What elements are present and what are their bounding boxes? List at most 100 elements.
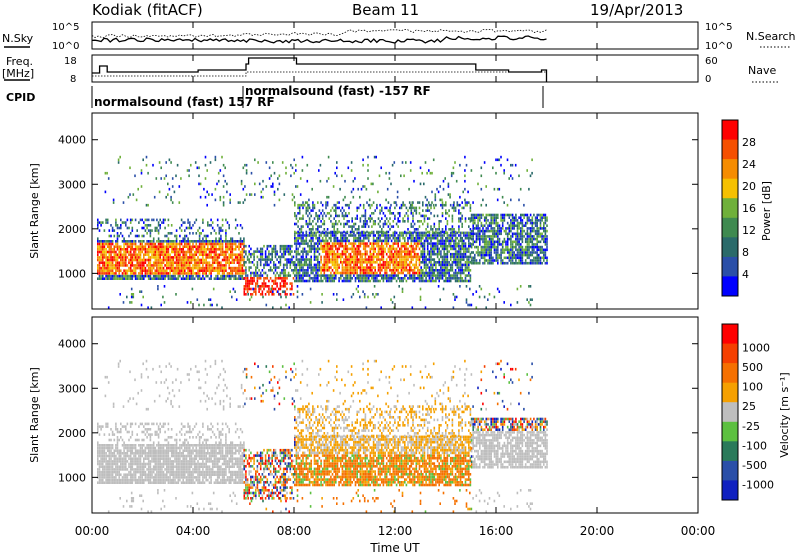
power-cell: [264, 285, 267, 288]
power-cell: [477, 224, 479, 227]
power-cell: [510, 248, 512, 252]
power-cell: [197, 229, 199, 232]
power-cell: [533, 243, 535, 246]
power-cell: [480, 166, 483, 170]
power-cell: [407, 209, 409, 212]
power-cell: [384, 231, 386, 235]
power-cell: [405, 255, 408, 259]
colorbar-tick-label: 16: [742, 202, 756, 215]
power-cell: [125, 258, 127, 262]
power-cell: [108, 229, 111, 232]
power-cell: [529, 261, 532, 265]
power-cell: [245, 193, 248, 196]
power-cell: [100, 269, 102, 272]
power-cell: [498, 187, 501, 191]
power-cell: [203, 240, 206, 243]
power-cell: [381, 274, 383, 277]
power-cell: [241, 264, 244, 267]
power-cell: [498, 237, 501, 241]
power-cell: [528, 251, 530, 254]
power-cell: [389, 209, 391, 212]
power-cell: [381, 234, 383, 237]
power-cell: [500, 229, 502, 233]
power-cell: [426, 247, 429, 251]
power-cell: [377, 266, 380, 269]
power-cell: [103, 264, 106, 267]
power-cell: [172, 277, 175, 280]
power-cell: [302, 236, 304, 240]
power-cell: [433, 234, 436, 237]
power-cell: [524, 248, 527, 252]
power-cell: [400, 271, 403, 275]
power-cell: [482, 227, 484, 230]
power-cell: [208, 272, 211, 275]
power-cell: [369, 231, 372, 235]
power-cell: [208, 240, 211, 243]
power-cell: [105, 277, 107, 280]
power-cell: [129, 258, 132, 262]
power-cell: [438, 277, 440, 280]
power-cell: [271, 247, 273, 251]
power-cell: [187, 266, 189, 270]
power-cell: [448, 269, 450, 272]
power-cell: [186, 301, 189, 304]
power-cell: [289, 258, 292, 261]
power-cell: [264, 293, 267, 296]
power-cell: [520, 216, 522, 219]
power-cell: [262, 195, 264, 199]
power-cell: [448, 234, 450, 237]
power-cell: [330, 214, 332, 218]
power-cell: [404, 252, 406, 256]
power-cell: [234, 226, 237, 230]
power-cell: [281, 252, 283, 256]
power-cell: [379, 244, 381, 248]
power-cell: [364, 252, 367, 256]
power-cell: [390, 182, 392, 186]
power-cell: [454, 239, 457, 243]
power-cell: [203, 245, 206, 248]
power-cell: [157, 266, 160, 270]
power-cell: [451, 277, 454, 280]
power-cell: [346, 279, 349, 283]
power-cell: [361, 277, 363, 280]
power-cell: [211, 303, 213, 307]
power-cell: [364, 209, 367, 212]
power-cell: [295, 266, 298, 269]
power-cell: [234, 242, 237, 246]
power-cell: [294, 269, 296, 272]
power-cell: [447, 193, 450, 196]
power-cell: [402, 279, 404, 283]
power-cell: [417, 258, 419, 261]
power-cell: [359, 269, 362, 272]
power-cell: [179, 264, 181, 267]
power-cell: [313, 234, 316, 237]
power-cell: [215, 274, 217, 278]
power-cell: [128, 250, 130, 254]
power-cell: [539, 224, 542, 227]
power-cell: [333, 277, 335, 280]
power-cell: [270, 287, 272, 291]
power-cell: [195, 258, 198, 262]
power-cell: [534, 251, 537, 254]
power-cell: [335, 212, 337, 215]
power-cell: [505, 261, 507, 265]
power-cell: [464, 234, 467, 237]
power-cell: [179, 242, 181, 246]
power-cell: [405, 231, 408, 235]
power-cell: [361, 225, 363, 228]
power-cell: [490, 216, 492, 219]
power-cell: [326, 263, 329, 267]
power-cell: [315, 228, 317, 231]
power-cell: [210, 266, 212, 270]
power-cell: [311, 187, 313, 191]
power-cell: [152, 261, 155, 264]
power-cell: [120, 226, 122, 230]
power-cell: [309, 301, 312, 304]
power-cell: [205, 272, 207, 275]
power-cell: [113, 256, 116, 259]
power-cell: [536, 243, 538, 246]
power-cell: [430, 263, 432, 267]
power-cell: [392, 252, 395, 256]
power-cell: [516, 229, 519, 233]
